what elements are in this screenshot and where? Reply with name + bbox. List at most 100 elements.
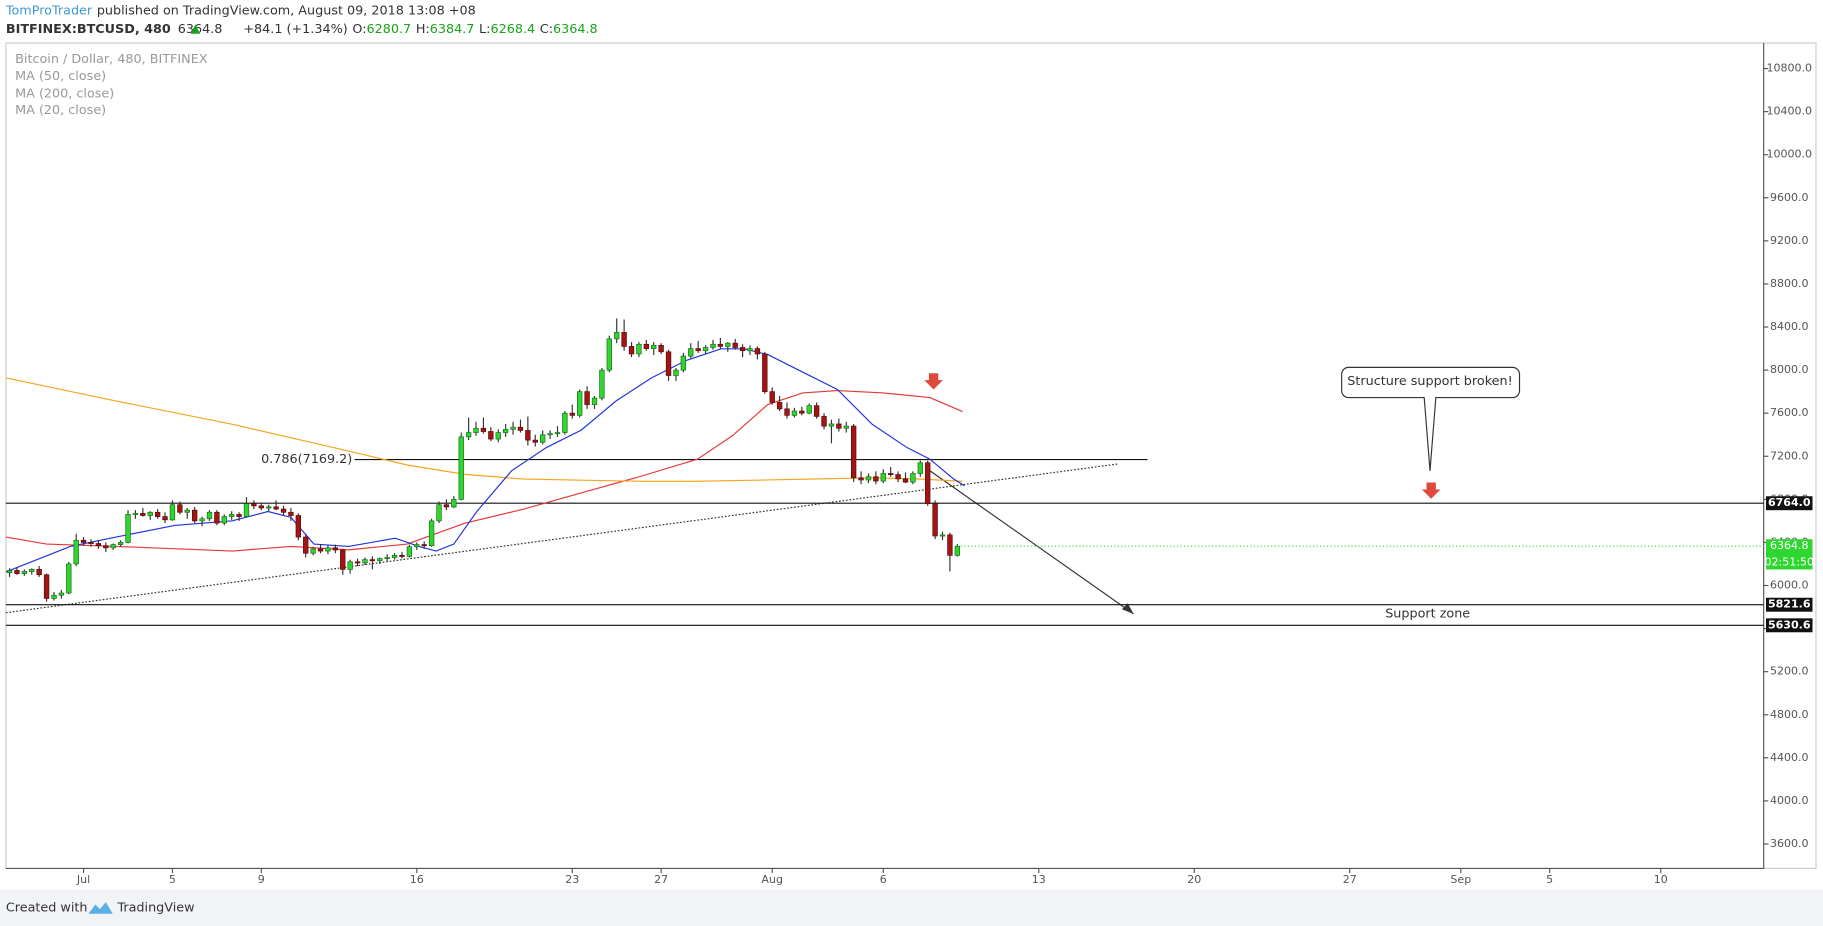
candle-body — [525, 430, 531, 441]
symbol: BITFINEX:BTCUSD, 480 — [6, 22, 171, 37]
candle-body — [369, 559, 376, 562]
level-label: 5821.6 — [1768, 598, 1811, 611]
ohlc-3-key: C: — [540, 22, 553, 37]
candle-body — [428, 520, 435, 547]
candle-body — [673, 369, 679, 376]
last: 6364.8 — [178, 22, 223, 37]
y-tick-label: 8800.0 — [1770, 277, 1809, 290]
down-arrow — [1421, 482, 1441, 499]
candle-body — [399, 555, 405, 557]
footer — [0, 889, 1823, 926]
candle-body — [236, 514, 242, 517]
footer-brand[interactable]: TradingView — [116, 900, 194, 915]
ohlc-2-key: L: — [479, 22, 490, 37]
header-line-1: TomProTrader published on TradingView.com… — [5, 3, 476, 18]
author[interactable]: TomProTrader — [5, 3, 93, 18]
y-tick-label: 4800.0 — [1770, 708, 1809, 721]
candle-body — [95, 543, 102, 547]
candle-body — [895, 474, 901, 480]
candle-body — [377, 558, 383, 562]
candle-body — [36, 569, 42, 576]
candle-body — [110, 544, 116, 549]
candle-body — [6, 570, 13, 573]
y-tick-label: 5200.0 — [1770, 665, 1809, 678]
candle-body — [66, 563, 72, 594]
candle-body — [769, 391, 775, 403]
y-tick-label: 3600.0 — [1770, 837, 1809, 850]
last-price-tag — [1766, 539, 1813, 570]
header-line-2: BITFINEX:BTCUSD, 480 6364.8 +84.1 (+1.34%)… — [6, 22, 598, 37]
candle-body — [725, 342, 731, 347]
candle-body — [288, 511, 294, 516]
trendline — [5, 463, 1119, 614]
legend-ma200: MA (200, close) — [15, 87, 114, 102]
down-arrow — [924, 373, 943, 390]
y-tick-label: 10800.0 — [1766, 62, 1812, 75]
level-label: 5630.6 — [1768, 618, 1811, 631]
ma-line — [5, 389, 963, 552]
candle-body — [473, 427, 479, 433]
candle-body — [947, 534, 953, 556]
y-tick-label: 10400.0 — [1766, 105, 1812, 118]
candle-body — [117, 542, 124, 545]
callout — [1341, 366, 1521, 471]
y-tick-label: 9200.0 — [1770, 234, 1809, 247]
candle-body — [480, 427, 487, 432]
candle-body — [147, 511, 153, 516]
candle-body — [784, 408, 790, 416]
candle-body — [21, 571, 28, 575]
y-tick-label: 7200.0 — [1770, 449, 1809, 462]
projection-arrow — [929, 470, 1134, 615]
candle-body — [414, 544, 420, 548]
candle-body — [658, 344, 664, 353]
candle-body — [791, 410, 798, 416]
candle-body — [303, 536, 309, 554]
candle-body — [599, 369, 605, 399]
candle-body — [591, 397, 598, 405]
candle-body — [710, 343, 716, 348]
candle-body — [154, 511, 161, 517]
candle-body — [836, 423, 842, 429]
candle-body — [776, 402, 783, 410]
candle-body — [451, 499, 457, 508]
ohlc-1-key: H: — [416, 22, 430, 37]
arrow-head — [1121, 603, 1134, 614]
candle-body — [58, 592, 65, 596]
y-tick-label: 4400.0 — [1770, 751, 1809, 764]
candle-body — [636, 343, 642, 355]
candle-body — [880, 473, 886, 482]
candle-body — [251, 503, 257, 507]
candle-body — [384, 557, 390, 560]
candle-body — [325, 547, 331, 552]
candle-body — [665, 351, 672, 376]
candle-body — [910, 473, 916, 483]
zone-label: Support zone — [1385, 606, 1470, 621]
candle-body — [554, 432, 561, 435]
change: +84.1 (+1.34%) — [243, 22, 347, 37]
candle-body — [280, 508, 287, 513]
candle-body — [436, 504, 442, 522]
x-tick-label: 27 — [654, 873, 668, 886]
candle-body — [169, 504, 176, 521]
candle-body — [813, 405, 820, 417]
candle-body — [14, 570, 20, 575]
candle-body — [258, 505, 264, 509]
candle-body — [747, 348, 753, 352]
candle-body — [177, 504, 183, 513]
candle-body — [80, 539, 87, 543]
candle-body — [643, 343, 650, 349]
callout-text: Structure support broken! — [1347, 374, 1512, 389]
y-tick-label: 7600.0 — [1770, 406, 1809, 419]
candle-body — [266, 506, 272, 509]
last-price-label: 6364.8 — [1770, 539, 1809, 552]
candle-body — [739, 347, 746, 352]
candle-body — [954, 545, 960, 556]
candle-body — [902, 478, 909, 483]
candle-body — [821, 416, 827, 427]
candle-body — [651, 344, 657, 349]
candle-body — [680, 355, 687, 371]
candle-body — [850, 425, 857, 479]
published: published on TradingView.com, August 09,… — [97, 3, 476, 18]
